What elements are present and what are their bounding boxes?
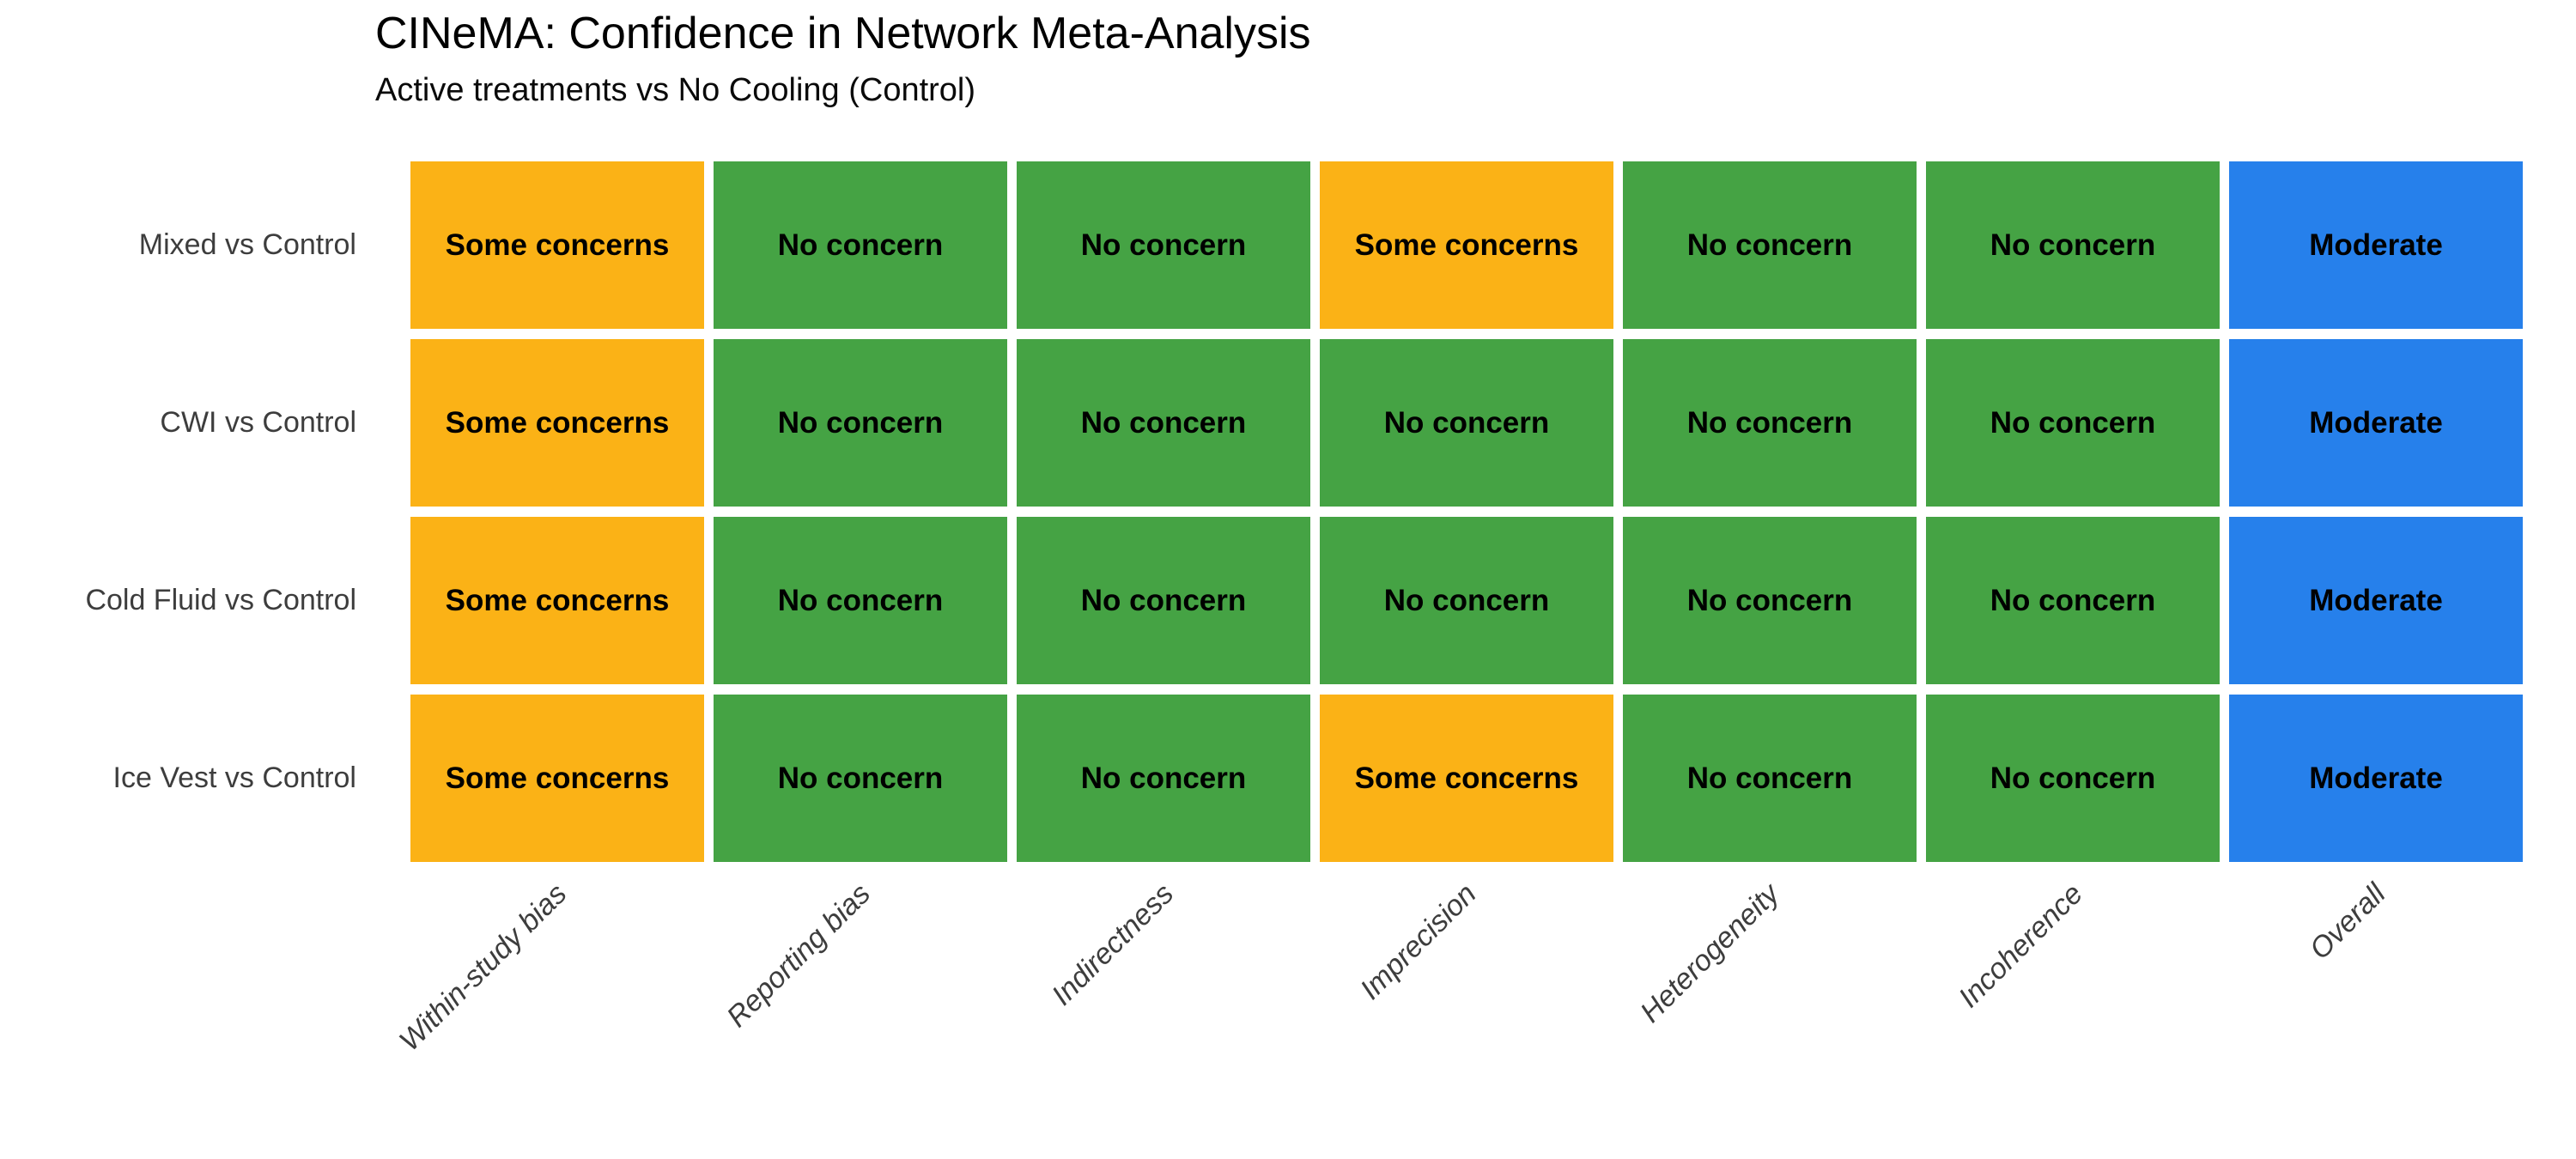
matrix-cell-moderate: Moderate [2229,517,2523,684]
column-label: Overall [2303,877,2392,967]
row-label: Ice Vest vs Control [112,762,356,794]
matrix-cell-no-concern: No concern [1926,695,2220,862]
matrix-cell-some-concerns: Some concerns [410,161,704,329]
matrix-cell-some-concerns: Some concerns [1320,161,1613,329]
chart-subtitle: Active treatments vs No Cooling (Control… [375,72,976,108]
chart-title: CINeMA: Confidence in Network Meta-Analy… [375,9,1311,58]
matrix-cell-no-concern: No concern [714,695,1007,862]
matrix-cell-no-concern: No concern [1926,339,2220,507]
row-label: Cold Fluid vs Control [85,584,356,616]
matrix-cell-some-concerns: Some concerns [410,339,704,507]
matrix-cell-no-concern: No concern [1623,517,1917,684]
matrix-cell-moderate: Moderate [2229,339,2523,507]
column-label: Heterogeneity [1634,877,1786,1029]
matrix-cell-no-concern: No concern [1017,161,1310,329]
row-labels-axis: Mixed vs Control CWI vs Control Cold Fluid… [0,161,375,862]
matrix-cell-no-concern: No concern [1926,161,2220,329]
matrix-cell-no-concern: No concern [1017,339,1310,507]
matrix-grid: Some concerns No concern No concern Some co… [410,161,2523,862]
column-label: Indirectness [1045,877,1180,1012]
matrix-cell-some-concerns: Some concerns [410,517,704,684]
matrix-cell-no-concern: No concern [1623,339,1917,507]
matrix-cell-some-concerns: Some concerns [410,695,704,862]
column-label: Imprecision [1354,877,1483,1006]
matrix-cell-some-concerns: Some concerns [1320,695,1613,862]
matrix-cell-no-concern: No concern [714,517,1007,684]
matrix-cell-no-concern: No concern [1320,517,1613,684]
matrix-cell-no-concern: No concern [1623,161,1917,329]
matrix-cell-moderate: Moderate [2229,161,2523,329]
matrix-cell-no-concern: No concern [714,339,1007,507]
column-label: Incoherence [1952,877,2089,1015]
row-label: Mixed vs Control [138,228,356,261]
matrix-cell-no-concern: No concern [1623,695,1917,862]
matrix-cell-no-concern: No concern [1017,517,1310,684]
column-label: Within-study bias [393,877,574,1058]
matrix-cell-no-concern: No concern [1320,339,1613,507]
matrix-cell-no-concern: No concern [714,161,1007,329]
column-label: Reporting bias [720,877,877,1034]
matrix-cell-no-concern: No concern [1017,695,1310,862]
matrix-cell-moderate: Moderate [2229,695,2523,862]
matrix-cell-no-concern: No concern [1926,517,2220,684]
row-label: CWI vs Control [160,406,356,439]
